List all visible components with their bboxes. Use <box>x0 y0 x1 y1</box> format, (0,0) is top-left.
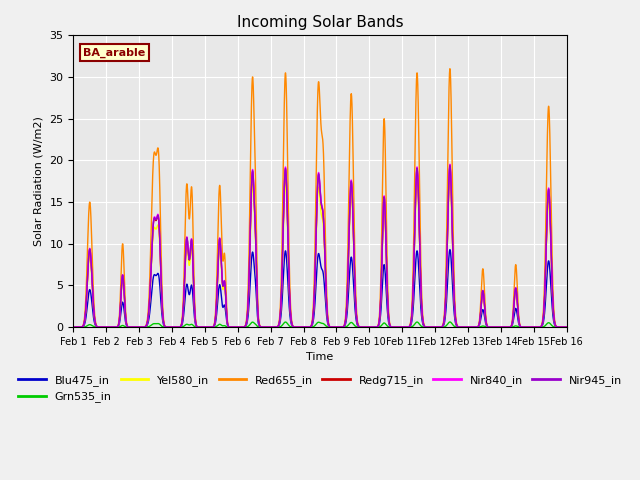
Nir945_in <box>563 324 570 330</box>
Nir840_in <box>563 324 570 330</box>
Grn535_in <box>458 324 466 330</box>
Red655_in <box>563 324 570 330</box>
Line: Nir945_in: Nir945_in <box>74 166 566 327</box>
Red655_in <box>458 324 466 330</box>
Red655_in <box>158 282 166 288</box>
Redg715_in <box>70 324 77 330</box>
Redg715_in <box>430 324 438 330</box>
Blu475_in <box>430 324 438 330</box>
Nir840_in <box>563 324 570 330</box>
Yel580_in <box>495 324 503 330</box>
Nir945_in <box>563 324 570 330</box>
Red655_in <box>495 324 503 330</box>
Nir945_in <box>495 324 503 330</box>
Grn535_in <box>158 324 166 329</box>
Blu475_in <box>563 324 570 330</box>
Text: BA_arable: BA_arable <box>83 48 145 58</box>
Blu475_in <box>158 312 166 317</box>
Redg715_in <box>158 298 166 304</box>
Nir945_in <box>403 324 411 330</box>
Line: Yel580_in: Yel580_in <box>74 180 566 327</box>
Nir945_in <box>446 163 454 168</box>
Nir840_in <box>403 324 411 330</box>
Nir840_in <box>301 324 309 330</box>
Nir945_in <box>458 324 466 330</box>
Redg715_in <box>446 164 454 170</box>
Grn535_in <box>403 324 411 330</box>
Blu475_in <box>495 324 503 330</box>
Nir840_in <box>158 298 166 304</box>
Line: Blu475_in: Blu475_in <box>74 250 566 327</box>
Blu475_in <box>446 247 454 252</box>
Yel580_in <box>563 324 570 330</box>
Nir840_in <box>458 324 466 330</box>
Blu475_in <box>563 324 570 330</box>
Redg715_in <box>301 324 309 330</box>
Yel580_in <box>430 324 438 330</box>
Yel580_in <box>301 324 309 330</box>
Blu475_in <box>301 324 309 330</box>
Grn535_in <box>70 324 77 330</box>
Red655_in <box>563 324 570 330</box>
Yel580_in <box>563 324 570 330</box>
Nir945_in <box>158 298 166 304</box>
Line: Nir840_in: Nir840_in <box>74 164 566 327</box>
Nir945_in <box>430 324 438 330</box>
Legend: Blu475_in, Grn535_in, Yel580_in, Red655_in, Redg715_in, Nir840_in, Nir945_in: Blu475_in, Grn535_in, Yel580_in, Red655_… <box>13 371 627 407</box>
Y-axis label: Solar Radiation (W/m2): Solar Radiation (W/m2) <box>34 116 44 246</box>
Redg715_in <box>563 324 570 330</box>
Nir945_in <box>70 324 77 330</box>
Red655_in <box>446 66 454 72</box>
Yel580_in <box>446 177 454 183</box>
Redg715_in <box>403 324 411 330</box>
Nir840_in <box>70 324 77 330</box>
Grn535_in <box>430 324 438 330</box>
Grn535_in <box>563 324 570 330</box>
Title: Incoming Solar Bands: Incoming Solar Bands <box>237 15 403 30</box>
Blu475_in <box>458 324 466 330</box>
Yel580_in <box>158 300 166 306</box>
Red655_in <box>70 324 77 330</box>
Grn535_in <box>563 324 570 330</box>
Redg715_in <box>495 324 503 330</box>
Nir840_in <box>430 324 438 330</box>
Grn535_in <box>446 319 454 325</box>
Nir840_in <box>446 161 454 167</box>
Blu475_in <box>403 324 411 330</box>
Grn535_in <box>301 324 309 330</box>
Yel580_in <box>70 324 77 330</box>
X-axis label: Time: Time <box>307 352 333 362</box>
Line: Redg715_in: Redg715_in <box>74 167 566 327</box>
Yel580_in <box>403 324 411 330</box>
Line: Red655_in: Red655_in <box>74 69 566 327</box>
Red655_in <box>430 324 438 330</box>
Blu475_in <box>70 324 77 330</box>
Redg715_in <box>563 324 570 330</box>
Nir945_in <box>301 324 309 330</box>
Line: Grn535_in: Grn535_in <box>74 322 566 327</box>
Red655_in <box>301 324 309 330</box>
Yel580_in <box>458 324 466 330</box>
Red655_in <box>403 324 411 330</box>
Nir840_in <box>495 324 503 330</box>
Redg715_in <box>458 324 466 330</box>
Grn535_in <box>495 324 503 330</box>
